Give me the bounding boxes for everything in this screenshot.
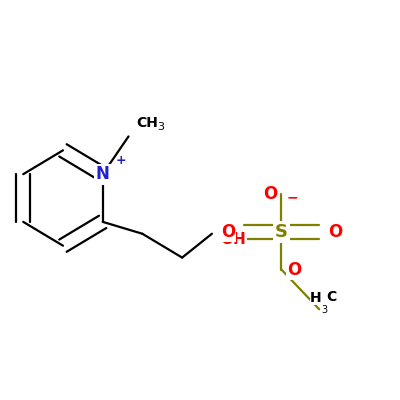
- Text: O: O: [221, 223, 235, 241]
- Text: H: H: [310, 291, 321, 305]
- Text: C: C: [326, 290, 336, 304]
- Text: O: O: [328, 223, 342, 241]
- Text: 3: 3: [321, 305, 327, 315]
- Text: N: N: [96, 165, 110, 183]
- Text: S: S: [275, 223, 288, 241]
- Text: −: −: [286, 190, 298, 204]
- Text: O: O: [287, 260, 301, 278]
- Text: +: +: [115, 154, 126, 167]
- Text: O: O: [263, 185, 278, 203]
- Text: CH: CH: [136, 116, 158, 130]
- Text: 3: 3: [157, 122, 164, 132]
- Text: OH: OH: [220, 232, 246, 247]
